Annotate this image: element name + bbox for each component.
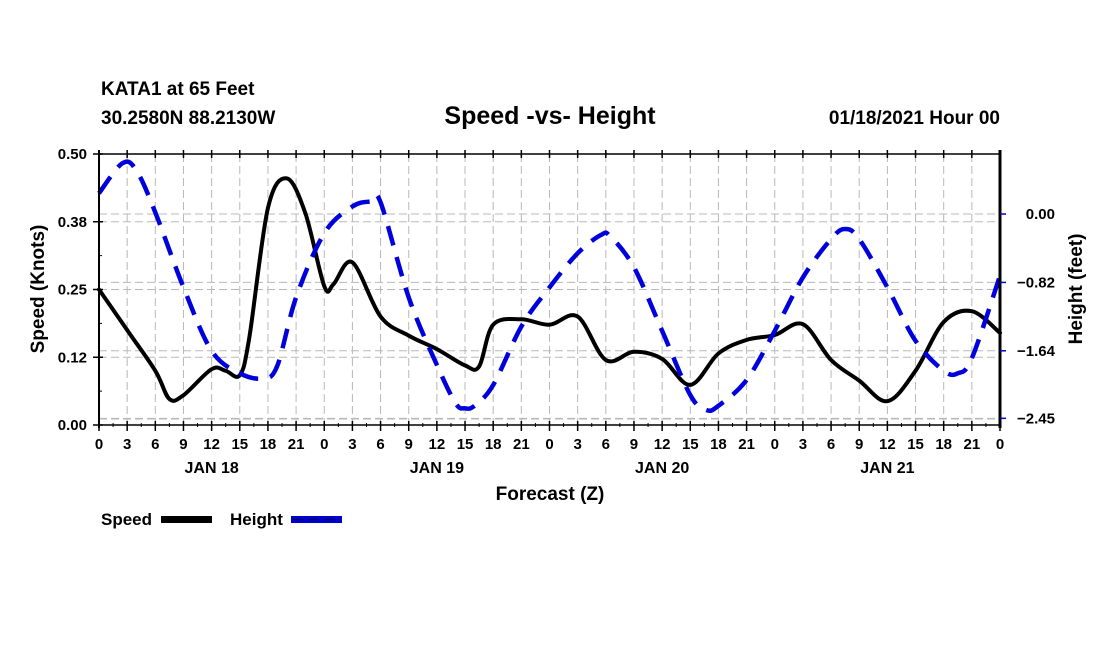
series-layer: [97, 159, 1003, 414]
day-label: JAN 20: [635, 460, 689, 477]
y-tick-label: 0.12: [58, 349, 87, 366]
y2-tick-label: −2.45: [1017, 410, 1055, 427]
y-tick-label: 0.50: [58, 146, 87, 163]
datetime-label: 01/18/2021 Hour 00: [829, 108, 1000, 129]
legend-swatch-speed: [161, 516, 212, 523]
axes-layer: 0 3 6 9 12 15 18 21 0 3 6 9 12 15 18 21 0 3 6 9 12 15 18 21 0 3 6 9…: [58, 146, 1056, 477]
x-tick-label: 3: [799, 436, 807, 453]
x-tick-label: 0: [320, 436, 328, 453]
x-tick-label: 0: [996, 436, 1004, 453]
legend-label-speed: Speed: [101, 510, 152, 529]
series-line-height: [97, 159, 1003, 414]
x-tick-label: 3: [573, 436, 581, 453]
x-tick-label: 18: [485, 436, 502, 453]
y-tick-label: 0.38: [58, 214, 87, 231]
x-tick-label: 0: [771, 436, 779, 453]
x-tick-label: 9: [405, 436, 413, 453]
day-label: JAN 19: [410, 460, 464, 477]
x-tick-label: 6: [151, 436, 159, 453]
x-tick-label: 12: [654, 436, 671, 453]
x-tick-label: 12: [879, 436, 896, 453]
grid-lines: [99, 154, 1000, 425]
x-tick-label: 15: [682, 436, 699, 453]
x-tick-label: 3: [348, 436, 356, 453]
x-tick-label: 21: [288, 436, 305, 453]
x-tick-label: 6: [827, 436, 835, 453]
x-tick-label: 15: [457, 436, 474, 453]
x-tick-label: 21: [513, 436, 530, 453]
x-tick-label: 18: [710, 436, 727, 453]
x-tick-label: 15: [907, 436, 924, 453]
y2-axis-title: Height (feet): [1066, 234, 1087, 345]
legend-label-height: Height: [230, 510, 283, 529]
x-tick-label: 3: [123, 436, 131, 453]
x-axis-title: Forecast (Z): [496, 484, 605, 505]
y-axis-title: Speed (Knots): [28, 225, 49, 354]
x-tick-label: 9: [630, 436, 638, 453]
y-tick-label: 0.00: [58, 417, 87, 434]
x-tick-label: 21: [738, 436, 755, 453]
x-tick-label: 15: [231, 436, 248, 453]
y2-tick-label: −1.64: [1017, 343, 1056, 360]
x-tick-label: 0: [545, 436, 553, 453]
x-tick-label: 18: [935, 436, 952, 453]
x-tick-label: 21: [964, 436, 981, 453]
chart-title: Speed -vs- Height: [444, 102, 656, 130]
x-tick-label: 9: [179, 436, 187, 453]
y-tick-label: 0.25: [58, 282, 87, 299]
x-tick-label: 6: [602, 436, 610, 453]
legend: Speed Height: [101, 510, 342, 529]
station-label: KATA1 at 65 Feet: [101, 79, 255, 100]
x-tick-label: 0: [95, 436, 103, 453]
x-tick-label: 18: [260, 436, 277, 453]
x-tick-label: 12: [429, 436, 446, 453]
y2-tick-label: 0.00: [1026, 206, 1055, 223]
y2-tick-label: −0.82: [1017, 274, 1055, 291]
x-tick-label: 6: [376, 436, 384, 453]
day-label: JAN 21: [860, 460, 914, 477]
x-tick-label: 12: [203, 436, 220, 453]
location-label: 30.2580N 88.2130W: [101, 108, 275, 129]
series-line-speed: [97, 176, 1002, 404]
x-tick-label: 9: [855, 436, 863, 453]
day-label: JAN 18: [185, 460, 239, 477]
